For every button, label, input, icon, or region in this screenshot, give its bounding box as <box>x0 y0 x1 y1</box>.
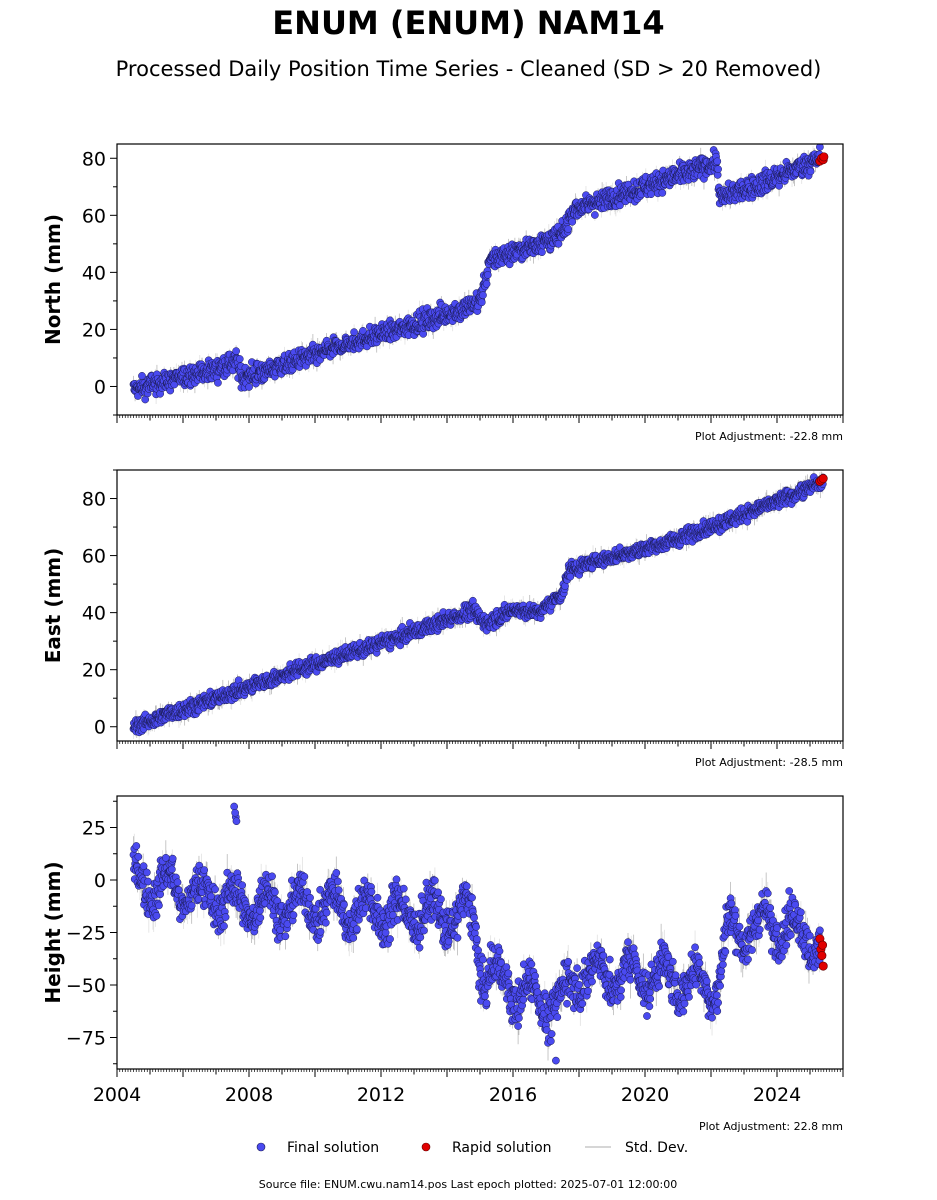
final-solution-points <box>129 473 828 737</box>
final-point <box>483 271 492 279</box>
y-tick-label: 0 <box>94 376 106 398</box>
final-point <box>554 239 563 248</box>
final-point <box>616 201 624 210</box>
rapid-point <box>819 152 829 162</box>
final-point <box>214 378 222 387</box>
y-tick-label: 60 <box>82 205 106 227</box>
final-point <box>235 355 244 363</box>
final-point <box>138 372 146 380</box>
plot-adjustment-label: Plot Adjustment: -22.8 mm <box>695 430 843 443</box>
y-tick-label: 20 <box>82 319 106 341</box>
final-point <box>479 291 487 300</box>
y-axis-label: North (mm) <box>41 214 65 345</box>
page-title: ENUM (ENUM) NAM14 <box>272 4 665 42</box>
final-point <box>658 189 667 197</box>
final-point <box>816 144 824 151</box>
final-point <box>482 280 491 288</box>
final-point <box>538 248 546 257</box>
final-point <box>806 167 815 176</box>
final-point <box>232 347 240 355</box>
final-point <box>245 383 253 391</box>
rapid-solution-points <box>815 152 829 166</box>
final-point <box>713 157 722 166</box>
y-tick-label: 40 <box>82 262 106 284</box>
page-subtitle: Processed Daily Position Time Series - C… <box>115 57 822 81</box>
final-point <box>591 211 599 219</box>
final-point <box>564 225 573 233</box>
data-layer <box>129 471 828 741</box>
final-point <box>568 217 577 226</box>
final-point <box>477 298 486 307</box>
data-layer <box>129 144 829 405</box>
y-tick-label: 80 <box>82 148 106 170</box>
final-point <box>350 328 358 336</box>
north-panel: 0 20 40 60 80 North (mm) Plot Adjustment: -22.… <box>41 143 844 443</box>
final-point <box>647 190 655 199</box>
final-point <box>714 165 722 173</box>
final-solution-points <box>129 144 824 404</box>
